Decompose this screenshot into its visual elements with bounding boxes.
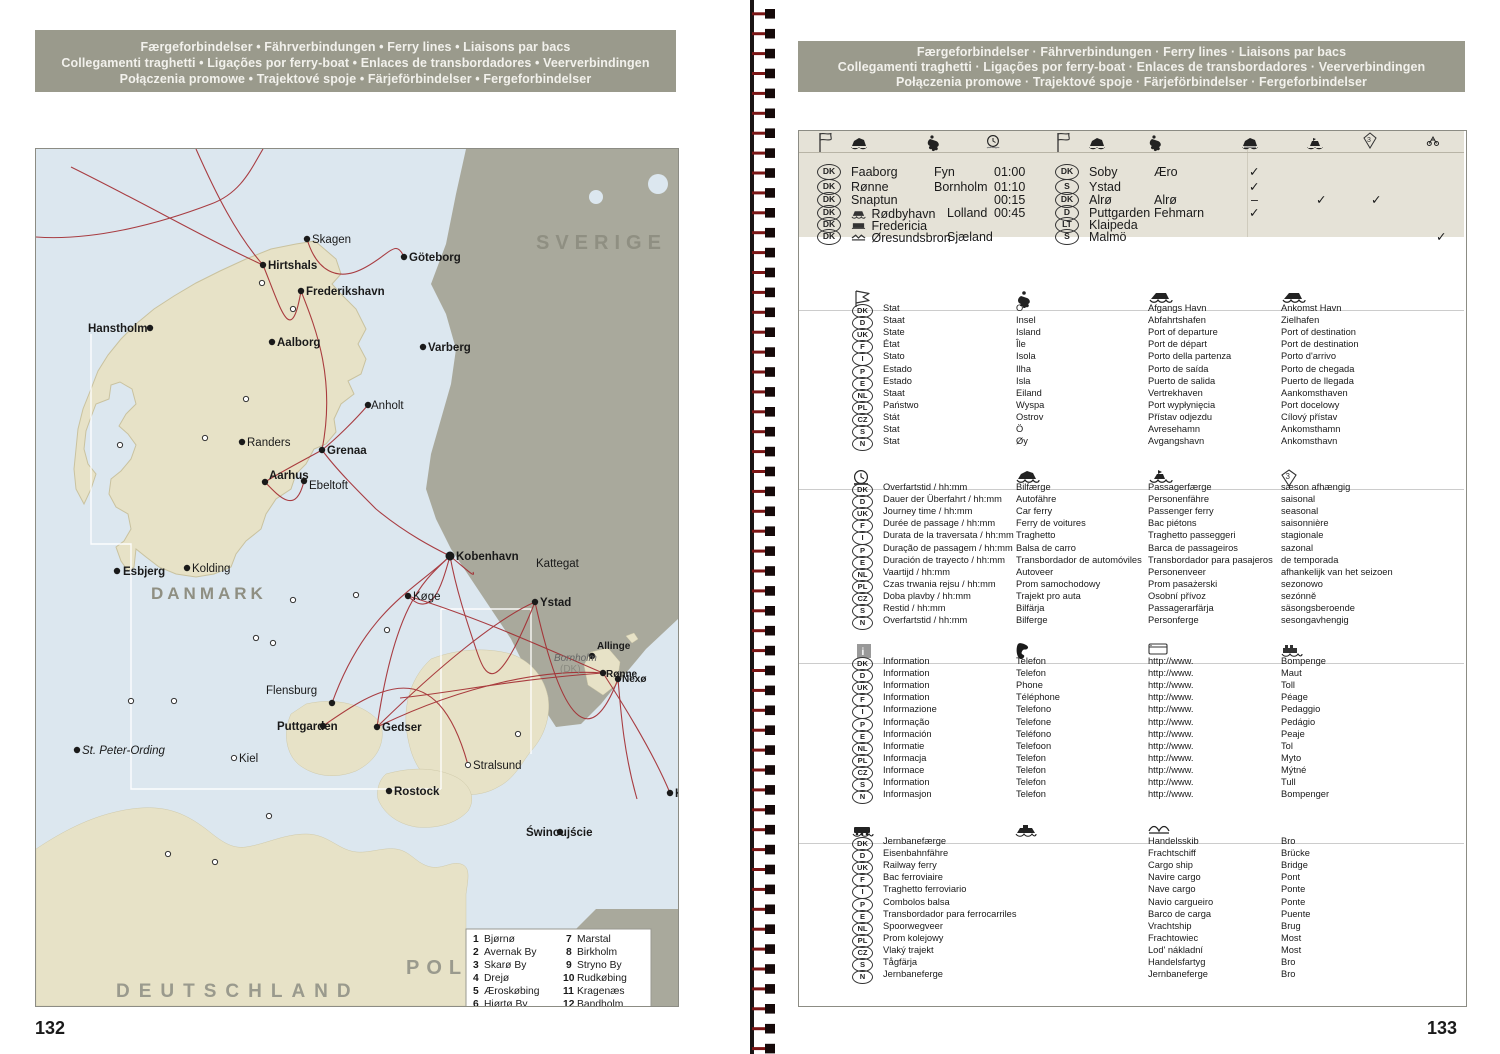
svg-text:Nexø: Nexø <box>622 674 647 685</box>
svg-text:Skarø By: Skarø By <box>484 960 527 971</box>
svg-text:Æroskøbing: Æroskøbing <box>484 986 540 997</box>
svg-text:Bornholm: Bornholm <box>554 653 597 664</box>
svg-text:DANMARK: DANMARK <box>151 584 267 603</box>
svg-text:Bjørnø: Bjørnø <box>484 934 516 945</box>
svg-text:Birkholm: Birkholm <box>577 947 617 958</box>
svg-text:Varberg: Varberg <box>428 342 471 354</box>
svg-text:5: 5 <box>473 986 479 997</box>
svg-text:Aarhus: Aarhus <box>269 470 309 482</box>
svg-text:Flensburg: Flensburg <box>266 685 317 697</box>
svg-text:Kolding: Kolding <box>192 563 230 575</box>
svg-text:3: 3 <box>473 960 479 971</box>
svg-text:9: 9 <box>566 960 572 971</box>
svg-text:7: 7 <box>566 934 572 945</box>
svg-text:10: 10 <box>563 973 575 984</box>
svg-text:Ystad: Ystad <box>540 597 571 609</box>
svg-text:Køge: Køge <box>413 591 441 603</box>
svg-text:Ebeltoft: Ebeltoft <box>309 480 349 492</box>
svg-text:Allinge: Allinge <box>597 641 631 652</box>
svg-text:4: 4 <box>473 973 479 984</box>
svg-text:Aalborg: Aalborg <box>277 337 320 349</box>
svg-text:Gedser: Gedser <box>382 722 422 734</box>
svg-text:Rostock: Rostock <box>394 786 440 798</box>
svg-text:Esbjerg: Esbjerg <box>123 566 165 578</box>
svg-text:Randers: Randers <box>247 437 291 449</box>
svg-text:DEUTSCHLAND: DEUTSCHLAND <box>116 981 360 1002</box>
svg-text:6: 6 <box>473 999 479 1006</box>
svg-text:Skagen: Skagen <box>312 234 351 246</box>
svg-text:Świnoujście: Świnoujście <box>526 826 592 839</box>
svg-text:Kragenæs: Kragenæs <box>577 986 625 997</box>
svg-text:St. Peter-Ording: St. Peter-Ording <box>82 745 165 757</box>
svg-text:Göteborg: Göteborg <box>409 252 461 264</box>
svg-text:(DK): (DK) <box>560 664 581 675</box>
svg-text:1: 1 <box>473 934 479 945</box>
svg-text:11: 11 <box>563 986 574 997</box>
svg-text:Avernak By: Avernak By <box>484 947 537 958</box>
svg-text:Rudkøbing: Rudkøbing <box>577 973 627 984</box>
svg-text:12: 12 <box>563 999 575 1006</box>
svg-text:Puttgarden: Puttgarden <box>277 721 338 733</box>
svg-text:Kiel: Kiel <box>239 753 258 765</box>
svg-text:Kobenhavn: Kobenhavn <box>456 551 519 563</box>
svg-text:Kattegat: Kattegat <box>536 558 580 570</box>
svg-text:Marstal: Marstal <box>577 934 611 945</box>
svg-text:Kołobrzeg: Kołobrzeg <box>675 788 678 800</box>
svg-text:Hjørtø By: Hjørtø By <box>484 999 528 1006</box>
svg-text:Bandholm: Bandholm <box>577 999 623 1006</box>
svg-text:8: 8 <box>566 947 572 958</box>
svg-text:Frederikshavn: Frederikshavn <box>306 286 385 298</box>
svg-text:Stryno By: Stryno By <box>577 960 622 971</box>
svg-text:Anholt: Anholt <box>371 400 404 412</box>
svg-text:Grenaa: Grenaa <box>327 445 367 457</box>
svg-text:Drejø: Drejø <box>484 973 510 984</box>
svg-text:Stralsund: Stralsund <box>473 760 522 772</box>
svg-text:Hirtshals: Hirtshals <box>268 260 317 272</box>
svg-text:Hanstholm: Hanstholm <box>88 323 147 335</box>
svg-text:2: 2 <box>473 947 479 958</box>
svg-text:SVERIGE: SVERIGE <box>536 232 667 254</box>
